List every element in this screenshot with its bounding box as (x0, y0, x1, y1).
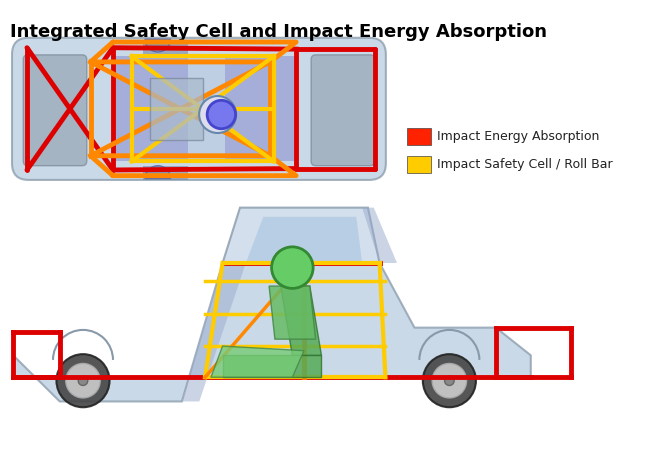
Bar (151, 78, 203, 140)
Bar (407, 156, 431, 173)
Bar (143, 40, 188, 55)
Text: Impact Safety Cell / Roll Bar: Impact Safety Cell / Roll Bar (437, 158, 612, 171)
Circle shape (271, 247, 313, 288)
Circle shape (78, 376, 88, 385)
Polygon shape (211, 346, 304, 377)
Polygon shape (13, 263, 531, 401)
FancyBboxPatch shape (12, 38, 386, 180)
Bar (143, 166, 188, 180)
Circle shape (207, 100, 236, 129)
Bar (225, 56, 296, 162)
Polygon shape (182, 263, 246, 401)
Polygon shape (246, 217, 362, 263)
Circle shape (199, 96, 236, 133)
Bar (113, 56, 296, 162)
Polygon shape (269, 286, 316, 339)
Circle shape (423, 354, 476, 407)
FancyBboxPatch shape (23, 55, 87, 166)
Circle shape (444, 376, 454, 385)
Circle shape (56, 354, 110, 407)
Wedge shape (145, 166, 171, 178)
Text: Integrated Safety Cell and Impact Energy Absorption: Integrated Safety Cell and Impact Energy… (10, 23, 547, 41)
Polygon shape (223, 207, 380, 263)
Circle shape (66, 364, 100, 398)
Text: Impact Energy Absorption: Impact Energy Absorption (437, 130, 599, 143)
FancyBboxPatch shape (311, 55, 375, 166)
Polygon shape (281, 286, 322, 355)
Bar (407, 128, 431, 145)
Circle shape (432, 364, 466, 398)
Polygon shape (362, 207, 397, 263)
Polygon shape (223, 355, 322, 377)
Bar (113, 56, 188, 162)
Wedge shape (145, 39, 171, 52)
